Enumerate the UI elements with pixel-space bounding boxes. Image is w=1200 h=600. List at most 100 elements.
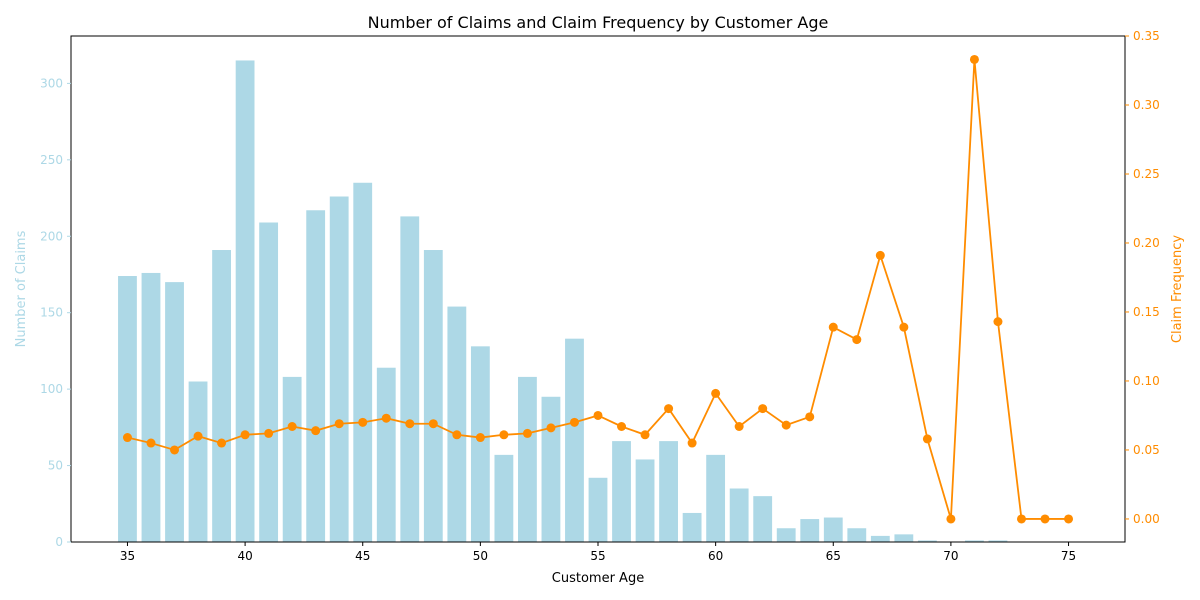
- bar-age-50: [470, 346, 490, 542]
- bar-age-39: [212, 250, 231, 542]
- left-y-axis-label: Number of Claims: [14, 230, 29, 347]
- frequency-point-age-52: [522, 428, 532, 438]
- left-y-tick-label: 100: [40, 382, 63, 396]
- chart-title: Number of Claims and Claim Frequency by …: [368, 13, 829, 32]
- x-tick-label: 40: [237, 549, 252, 563]
- x-tick-label: 70: [943, 549, 958, 563]
- bar-age-45: [353, 182, 373, 542]
- frequency-point-age-59: [687, 438, 697, 448]
- bar-age-35: [118, 276, 137, 542]
- frequency-point-age-45: [358, 417, 368, 427]
- x-tick-label: 50: [473, 549, 488, 563]
- bar-age-69: [917, 540, 937, 542]
- frequency-point-age-62: [758, 404, 768, 414]
- frequency-point-age-75: [1064, 514, 1074, 524]
- bar-age-42: [282, 376, 302, 542]
- frequency-point-age-55: [593, 410, 603, 420]
- bar-age-43: [306, 210, 326, 542]
- axes: 35 40 45 50 55 60 65 70 75 0 50 100 150 200 250 300 0.00…: [40, 29, 1160, 563]
- frequency-point-age-65: [828, 322, 838, 332]
- frequency-point-age-43: [311, 426, 321, 436]
- frequency-point-age-49: [452, 430, 462, 440]
- bar-age-68: [894, 534, 914, 542]
- frequency-point-age-73: [1016, 514, 1026, 524]
- frequency-point-age-42: [287, 422, 297, 431]
- x-tick-label: 35: [120, 549, 135, 563]
- frequency-point-age-64: [805, 412, 815, 422]
- right-y-tick-label: 0.35: [1133, 29, 1160, 43]
- frequency-point-age-44: [334, 419, 344, 429]
- left-y-tick-label: 300: [40, 76, 63, 90]
- frequency-point-age-38: [193, 431, 203, 441]
- bar-age-59: [682, 512, 702, 542]
- line-series: [122, 54, 1074, 524]
- x-tick-label: 75: [1061, 549, 1076, 563]
- x-axis-label: Customer Age: [552, 571, 644, 586]
- bar-age-66: [847, 528, 867, 542]
- bar-age-49: [447, 306, 467, 542]
- bar-age-58: [659, 441, 678, 542]
- frequency-point-age-50: [475, 433, 485, 443]
- frequency-point-age-74: [1040, 514, 1050, 524]
- bar-age-40: [235, 60, 255, 543]
- frequency-point-age-60: [711, 388, 721, 398]
- frequency-point-age-51: [499, 430, 509, 440]
- frequency-point-age-58: [664, 404, 674, 414]
- frequency-point-age-70: [946, 514, 956, 524]
- bar-age-71: [965, 540, 984, 542]
- frequency-point-age-40: [240, 430, 250, 440]
- bar-age-61: [729, 488, 749, 542]
- bar-age-47: [400, 216, 420, 542]
- bar-age-54: [565, 338, 584, 542]
- frequency-point-age-46: [381, 413, 391, 423]
- right-y-tick-label: 0.15: [1133, 305, 1160, 319]
- right-y-tick-label: 0.00: [1133, 512, 1160, 526]
- right-y-tick-label: 0.30: [1133, 98, 1160, 112]
- frequency-point-age-41: [264, 428, 274, 438]
- bar-age-53: [541, 396, 561, 542]
- frequency-point-age-67: [875, 250, 885, 260]
- frequency-point-age-57: [640, 430, 650, 440]
- bar-age-41: [259, 222, 279, 542]
- frequency-point-age-53: [546, 423, 556, 433]
- frequency-point-age-66: [852, 335, 862, 345]
- bar-age-55: [588, 477, 608, 542]
- right-y-axis-label: Claim Frequency: [1170, 235, 1185, 344]
- frequency-point-age-47: [405, 419, 415, 429]
- frequency-point-age-72: [993, 317, 1003, 327]
- left-y-tick-label: 150: [40, 306, 63, 320]
- frequency-point-age-37: [170, 445, 180, 455]
- x-tick-label: 45: [355, 549, 370, 563]
- frequency-point-age-36: [146, 438, 156, 448]
- x-tick-label: 60: [708, 549, 723, 563]
- bar-age-51: [494, 454, 514, 542]
- left-y-tick-label: 50: [48, 459, 63, 473]
- bar-age-56: [612, 441, 631, 542]
- bar-age-65: [823, 517, 843, 542]
- left-y-tick-label: 200: [40, 229, 63, 243]
- bar-series: [118, 60, 1008, 543]
- bar-age-63: [776, 528, 796, 542]
- bar-age-67: [870, 535, 890, 542]
- bar-age-44: [329, 196, 349, 542]
- bar-age-62: [753, 496, 773, 542]
- bar-age-46: [376, 367, 396, 542]
- left-y-tick-label: 250: [40, 153, 63, 167]
- frequency-point-age-35: [122, 433, 132, 443]
- frequency-point-age-61: [734, 422, 744, 431]
- frequency-point-age-39: [217, 438, 227, 448]
- bar-age-36: [141, 272, 161, 542]
- bar-age-72: [988, 540, 1008, 542]
- right-y-tick-label: 0.25: [1133, 167, 1160, 181]
- right-y-tick-label: 0.10: [1133, 374, 1160, 388]
- x-tick-label: 65: [826, 549, 841, 563]
- frequency-point-age-71: [969, 54, 979, 64]
- right-y-tick-label: 0.05: [1133, 443, 1160, 457]
- frequency-point-age-69: [922, 434, 932, 444]
- x-tick-label: 55: [590, 549, 605, 563]
- frequency-point-age-68: [899, 322, 909, 332]
- bar-age-38: [188, 381, 208, 542]
- frequency-point-age-63: [781, 420, 791, 430]
